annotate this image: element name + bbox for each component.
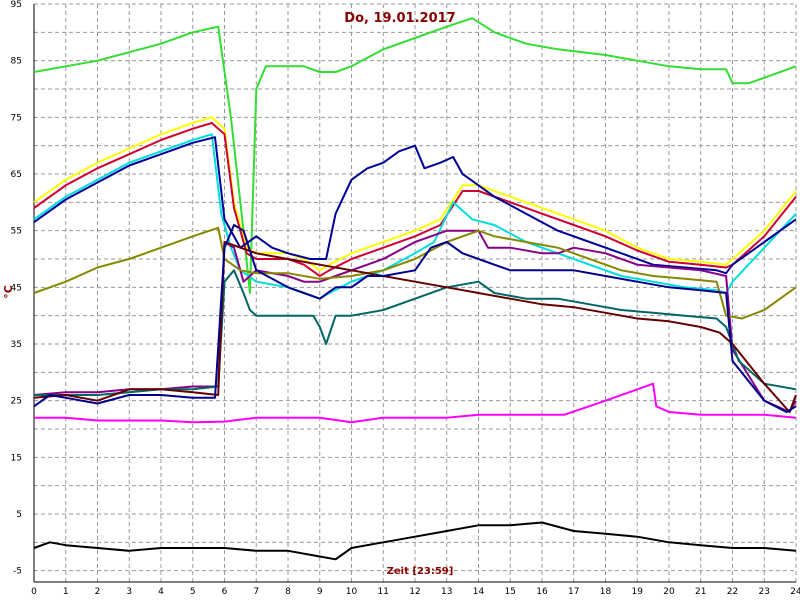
x-tick-labels: 0 1 2 3 4 5 6 7 8 9 10 11 12 13 14 15 16 17 18 19 20 21 22 23 24 [31, 587, 800, 597]
y-tick-label: 35 [11, 340, 22, 350]
y-tick-label: -5 [13, 567, 22, 577]
x-tick-label: 16 [536, 587, 548, 597]
x-tick-label: 8 [285, 587, 291, 597]
x-axis-label: Zeit [23:59] [387, 566, 454, 577]
x-tick-label: 7 [253, 587, 259, 597]
grid [33, 3, 797, 582]
series-line-6 [33, 229, 797, 413]
x-tick-label: 10 [346, 587, 358, 597]
x-tick-label: 6 [222, 587, 228, 597]
y-tick-label: 5 [16, 510, 22, 520]
series-line-7 [33, 226, 797, 320]
x-tick-label: 22 [727, 587, 738, 597]
x-tick-label: 1 [63, 587, 69, 597]
x-tick-label: 17 [568, 587, 579, 597]
series-line-12 [33, 521, 797, 561]
x-tick-label: 19 [632, 587, 644, 597]
chart-title: Do, 19.01.2017 [344, 11, 455, 26]
y-tick-label: 85 [11, 57, 22, 67]
y-tick-label: 15 [11, 453, 22, 463]
y-axis-label: °C [2, 285, 15, 299]
series-line-3 [33, 122, 797, 277]
x-tick-label: 11 [378, 587, 389, 597]
x-tick-label: 23 [759, 587, 770, 597]
x-tick-label: 21 [695, 587, 706, 597]
series-line-11 [34, 382, 797, 424]
y-tick-label: 55 [11, 227, 22, 237]
x-tick-label: 0 [31, 587, 37, 597]
x-tick-label: 13 [441, 587, 452, 597]
series-line-1 [33, 17, 797, 294]
x-tick-label: 20 [663, 587, 675, 597]
series-line-10 [33, 224, 797, 413]
series-line-2 [33, 116, 797, 272]
x-tick-label: 3 [126, 587, 132, 597]
x-tick-label: 15 [505, 587, 516, 597]
y-tick-label: 65 [11, 170, 22, 180]
series-line-5 [33, 136, 797, 275]
x-tick-label: 24 [790, 587, 800, 597]
x-tick-label: 4 [158, 587, 164, 597]
series-line-8 [34, 269, 797, 396]
x-tick-label: 2 [95, 587, 101, 597]
x-tick-label: 18 [600, 587, 612, 597]
y-tick-label: 45 [11, 283, 22, 293]
series-line-9 [33, 241, 797, 413]
series-group [33, 17, 797, 561]
y-tick-label: 75 [11, 113, 22, 123]
y-tick-label: 95 [11, 0, 22, 10]
x-tick-label: 12 [409, 587, 420, 597]
x-tick-label: 9 [317, 587, 323, 597]
y-tick-label: 25 [11, 397, 22, 407]
x-tick-label: 14 [473, 587, 485, 597]
y-tick-labels: 95 85 75 65 55 45 35 25 15 5 -5 [11, 0, 22, 577]
x-tick-label: 5 [190, 587, 196, 597]
